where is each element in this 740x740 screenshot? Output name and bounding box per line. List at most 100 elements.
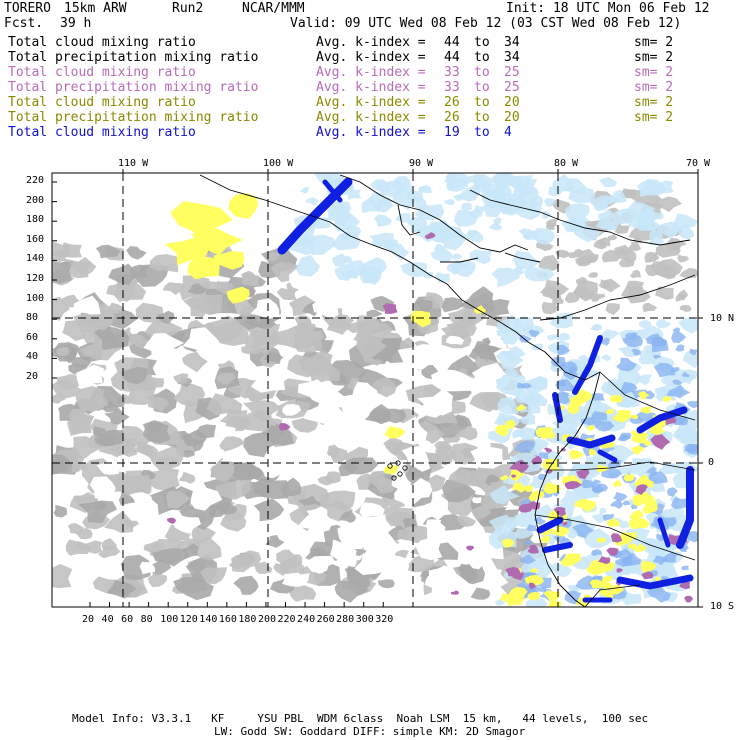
cloud-patch-gray [57, 242, 83, 258]
clear-gap [303, 405, 345, 425]
cloud-patch-yellow [170, 201, 233, 241]
cloud-patch-yellow [383, 465, 399, 475]
cloud-patch-gray [200, 567, 227, 585]
cloud-patch-light-blue [370, 179, 392, 193]
cloud-patch-yellow [589, 579, 605, 589]
y-tick-label: 60 [26, 331, 39, 343]
cloud-patch-light-blue [361, 196, 383, 214]
cloud-patch-mid-blue [622, 333, 644, 348]
cloud-patch-gray [469, 391, 501, 413]
clear-gap [73, 295, 101, 315]
cloud-patch-light-blue [527, 404, 541, 415]
cloud-patch-yellow [527, 591, 540, 601]
cloud-patch-yellow [542, 458, 560, 472]
cloud-patch-yellow [511, 482, 527, 493]
cloud-patch-light-blue [591, 514, 607, 523]
cloud-patch-light-blue [467, 230, 484, 244]
cloud-patch-mid-blue [520, 554, 536, 565]
x-tick-label: 260 [316, 614, 335, 625]
x-tick-label: 20 [82, 614, 95, 625]
clear-gap [306, 556, 331, 574]
cloud-patch-gray [555, 249, 570, 259]
clear-gap [365, 432, 383, 443]
cloud-patch-light-blue [688, 435, 698, 445]
cloud-patch-light-blue [667, 227, 679, 236]
coastline [339, 174, 529, 253]
cloud-patch-light-blue [653, 561, 674, 578]
clear-gap [424, 496, 449, 516]
cloud-patch-gray [98, 429, 124, 447]
lat-label: 10 N [710, 313, 735, 324]
legend-row: Total precipitation mixing ratio Avg. k-i… [8, 50, 728, 65]
cloud-patch-gray [104, 511, 134, 534]
convective-band [616, 574, 694, 590]
cloud-patch-gray [456, 514, 477, 527]
cloud-patch-light-blue [595, 217, 619, 230]
cloud-patch-light-blue [434, 272, 450, 283]
coastline [469, 189, 691, 246]
cloud-patch-yellow [528, 490, 545, 502]
clear-gap [426, 331, 442, 341]
legend-to-label: to [474, 125, 490, 140]
cloud-patch-mid-blue [592, 484, 604, 494]
x-tick-label: 240 [297, 614, 316, 625]
cloud-patch-yellow [612, 409, 631, 422]
cloud-patch-light-blue [488, 530, 518, 550]
clear-gap [488, 336, 507, 349]
cloud-patch-mid-blue [672, 327, 680, 333]
clear-gap [472, 497, 482, 504]
cloud-patch-gray [263, 352, 284, 362]
cloud-patch-gray [593, 238, 608, 250]
cloud-patch-gray [121, 366, 148, 385]
clear-gap [397, 344, 438, 370]
cloud-patch-light-blue [533, 438, 549, 450]
cloud-patch-light-blue [618, 520, 630, 528]
cloud-patch-yellow [582, 500, 597, 509]
cloud-patch-gray [182, 351, 208, 373]
cloud-patch-gray [142, 420, 164, 436]
cloud-patch-gray [265, 534, 285, 548]
legend-stat: Avg. k-index = [316, 50, 426, 65]
cloud-patch-light-blue [616, 464, 633, 475]
clear-gap [415, 537, 443, 561]
cloud-patch-mid-blue [555, 378, 575, 392]
cloud-patch-mid-blue [684, 443, 698, 455]
cloud-patch-gray [147, 573, 167, 588]
cloud-patch-light-blue [461, 202, 473, 212]
footer-physics: LW: Godd SW: Goddard DIFF: simple KM: 2D… [214, 725, 526, 738]
cloud-patch-yellow [647, 499, 658, 506]
y-tick-label: 220 [26, 175, 45, 186]
cloud-patch-gray [150, 254, 179, 273]
cloud-patch-gray [618, 256, 635, 268]
header-resolution: 15km ARW [64, 1, 127, 16]
cloud-patch-yellow [213, 251, 245, 270]
clear-gap [394, 487, 423, 509]
legend-to-label: to [474, 80, 490, 95]
cloud-patch-light-blue [527, 195, 543, 207]
clear-gap [427, 520, 446, 535]
legend-row: Total cloud mixing ratio Avg. k-index = 26… [8, 95, 728, 110]
clear-gap [417, 388, 453, 416]
cloud-patch-light-blue [342, 255, 353, 264]
cloud-patch-mid-blue [671, 497, 690, 510]
cloud-patch-mid-blue [520, 382, 532, 389]
clear-gap [470, 446, 504, 469]
cloud-patch-gray [424, 453, 442, 464]
cloud-patch-gray [178, 471, 196, 484]
cloud-patch-mid-blue [601, 467, 623, 479]
cloud-patch-light-blue [451, 259, 476, 278]
header-org: NCAR/MMM [242, 1, 305, 16]
legend-from: 33 [444, 80, 460, 95]
legend-to: 4 [504, 125, 512, 140]
country-border [599, 371, 696, 421]
legend-field: Total cloud mixing ratio [8, 65, 196, 80]
cloud-patch-gray [371, 377, 397, 398]
cloud-patch-light-blue [326, 203, 351, 226]
cloud-patch-gray [607, 234, 618, 241]
cloud-patch-yellow [529, 567, 538, 573]
x-tick-label: 100 [160, 614, 179, 625]
cloud-patch-yellow [588, 448, 597, 456]
cloud-patch-yellow [552, 526, 570, 537]
header-run: Run2 [172, 1, 204, 16]
cloud-patch-magenta [610, 533, 623, 543]
